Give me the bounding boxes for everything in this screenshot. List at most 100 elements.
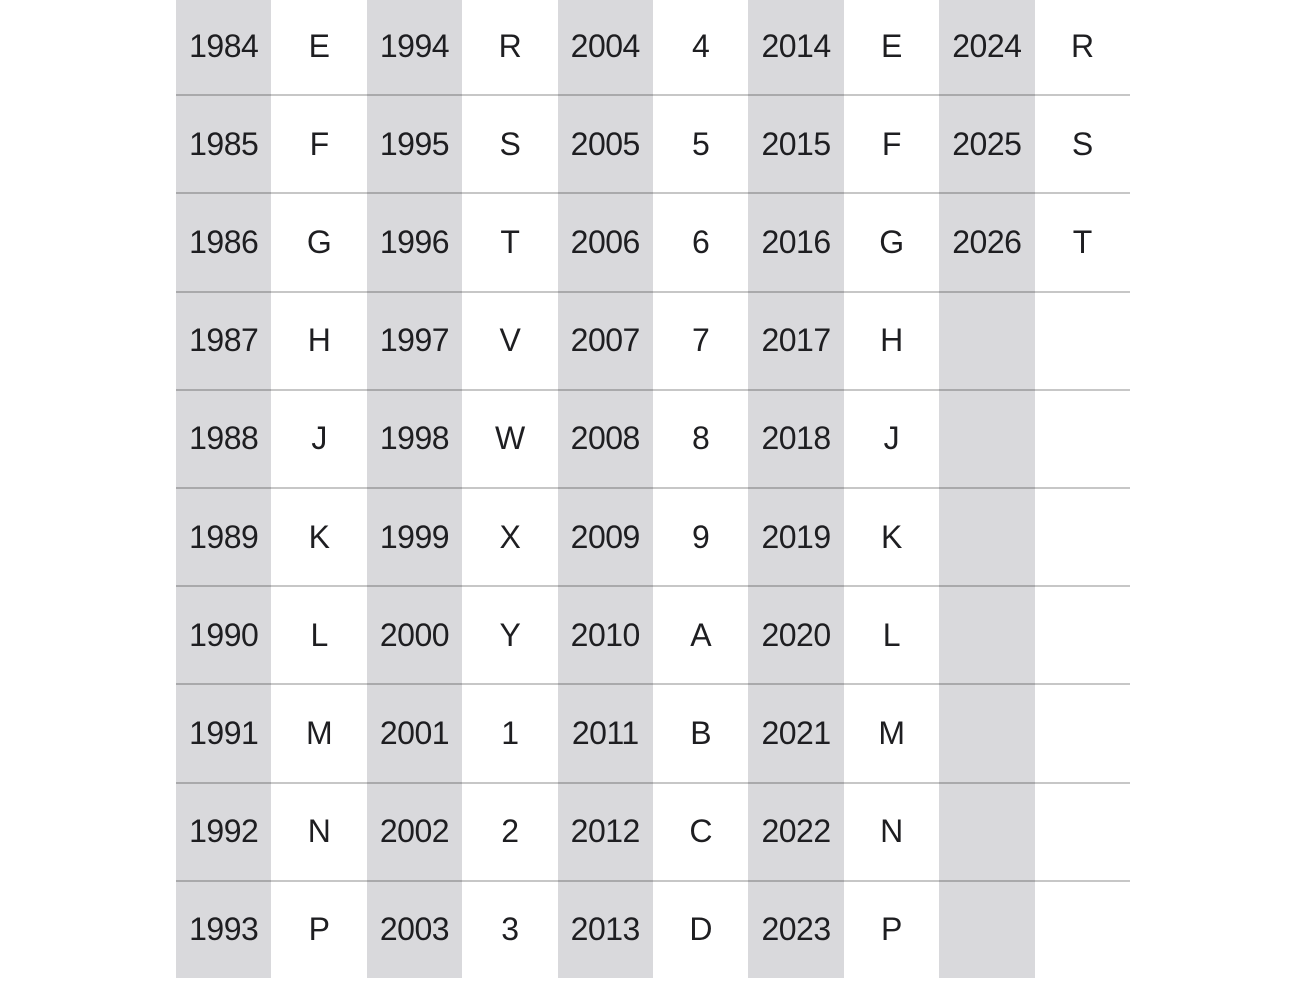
code-cell: 8 xyxy=(652,390,749,489)
year-cell: 2022 xyxy=(748,783,844,882)
code-cell: 3 xyxy=(462,881,558,978)
year-cell: 2002 xyxy=(366,783,463,882)
year-cell: 2006 xyxy=(557,194,653,293)
table-row: 1990 L 2000 Y 2010 A 2020 L xyxy=(176,587,1130,686)
year-cell: 1999 xyxy=(366,488,463,588)
year-cell: 2005 xyxy=(557,96,653,195)
code-cell: N xyxy=(843,783,940,882)
code-cell: L xyxy=(843,587,940,686)
year-cell: 2010 xyxy=(557,587,653,686)
code-cell: T xyxy=(1034,194,1130,293)
year-cell xyxy=(939,881,1035,978)
year-cell: 2020 xyxy=(748,587,844,686)
year-cell: 1987 xyxy=(176,292,272,391)
year-cell: 1998 xyxy=(366,390,463,489)
code-cell: E xyxy=(843,0,940,97)
code-cell xyxy=(1034,685,1130,784)
code-cell: K xyxy=(843,488,940,588)
code-cell xyxy=(1034,488,1130,588)
code-cell: 7 xyxy=(652,292,749,391)
year-cell: 2018 xyxy=(748,390,844,489)
code-cell xyxy=(1034,783,1130,882)
year-cell: 2024 xyxy=(939,0,1035,97)
year-cell: 1988 xyxy=(176,390,272,489)
year-cell: 2014 xyxy=(748,0,844,97)
code-cell: V xyxy=(462,292,558,391)
code-cell: J xyxy=(843,390,940,489)
year-cell: 1991 xyxy=(176,685,272,784)
code-cell xyxy=(1034,390,1130,489)
year-cell: 2016 xyxy=(748,194,844,293)
code-cell: 2 xyxy=(462,783,558,882)
code-cell: 5 xyxy=(652,96,749,195)
code-cell: E xyxy=(271,0,367,97)
code-cell: 9 xyxy=(652,488,749,588)
table-row: 1984 E 1994 R 2004 4 2014 E 2024 R xyxy=(176,0,1130,97)
year-cell: 1992 xyxy=(176,783,272,882)
code-cell: N xyxy=(271,783,367,882)
code-cell: B xyxy=(652,685,749,784)
year-cell: 2015 xyxy=(748,96,844,195)
code-cell: P xyxy=(843,881,940,978)
year-cell xyxy=(939,292,1035,391)
code-cell: S xyxy=(462,96,558,195)
year-cell: 1997 xyxy=(366,292,463,391)
year-cell: 2007 xyxy=(557,292,653,391)
year-cell: 2011 xyxy=(557,685,653,784)
vin-model-year-table: 1984 E 1994 R 2004 4 2014 E 2024 R 1985 … xyxy=(176,0,1130,978)
code-cell: J xyxy=(271,390,367,489)
code-cell: T xyxy=(462,194,558,293)
table-row: 1986 G 1996 T 2006 6 2016 G 2026 T xyxy=(176,194,1130,293)
year-cell: 2012 xyxy=(557,783,653,882)
code-cell: X xyxy=(462,488,558,588)
code-cell: A xyxy=(652,587,749,686)
code-cell: 1 xyxy=(462,685,558,784)
year-cell xyxy=(939,587,1035,686)
table-row: 1991 M 2001 1 2011 B 2021 M xyxy=(176,685,1130,784)
table-row: 1989 K 1999 X 2009 9 2019 K xyxy=(176,488,1130,588)
year-cell: 2004 xyxy=(557,0,653,97)
year-cell: 1984 xyxy=(176,0,272,97)
year-cell: 2026 xyxy=(939,194,1035,293)
year-cell xyxy=(939,685,1035,784)
code-cell: G xyxy=(843,194,940,293)
year-cell: 2025 xyxy=(939,96,1035,195)
year-cell: 1995 xyxy=(366,96,463,195)
code-cell: H xyxy=(843,292,940,391)
year-cell: 2008 xyxy=(557,390,653,489)
code-cell: D xyxy=(652,881,749,978)
code-cell: R xyxy=(1034,0,1130,97)
year-cell: 1985 xyxy=(176,96,272,195)
code-cell: Y xyxy=(462,587,558,686)
code-cell: G xyxy=(271,194,367,293)
code-cell: P xyxy=(271,881,367,978)
code-cell: M xyxy=(843,685,940,784)
year-cell xyxy=(939,783,1035,882)
year-cell: 2009 xyxy=(557,488,653,588)
table-row: 1988 J 1998 W 2008 8 2018 J xyxy=(176,390,1130,489)
code-cell: W xyxy=(462,390,558,489)
code-cell xyxy=(1034,881,1130,978)
code-cell xyxy=(1034,292,1130,391)
code-cell: 4 xyxy=(652,0,749,97)
code-cell: C xyxy=(652,783,749,882)
year-cell: 2017 xyxy=(748,292,844,391)
year-cell: 2000 xyxy=(366,587,463,686)
year-cell: 1986 xyxy=(176,194,272,293)
code-cell: R xyxy=(462,0,558,97)
code-cell: M xyxy=(271,685,367,784)
year-cell: 1990 xyxy=(176,587,272,686)
year-cell: 1993 xyxy=(176,881,272,978)
code-cell: L xyxy=(271,587,367,686)
year-cell: 2019 xyxy=(748,488,844,588)
code-cell: 6 xyxy=(652,194,749,293)
code-cell: K xyxy=(271,488,367,588)
year-cell: 1989 xyxy=(176,488,272,588)
year-cell xyxy=(939,488,1035,588)
table-row: 1987 H 1997 V 2007 7 2017 H xyxy=(176,292,1130,391)
code-cell: F xyxy=(271,96,367,195)
code-cell: F xyxy=(843,96,940,195)
year-cell: 2001 xyxy=(366,685,463,784)
year-cell: 2023 xyxy=(748,881,844,978)
